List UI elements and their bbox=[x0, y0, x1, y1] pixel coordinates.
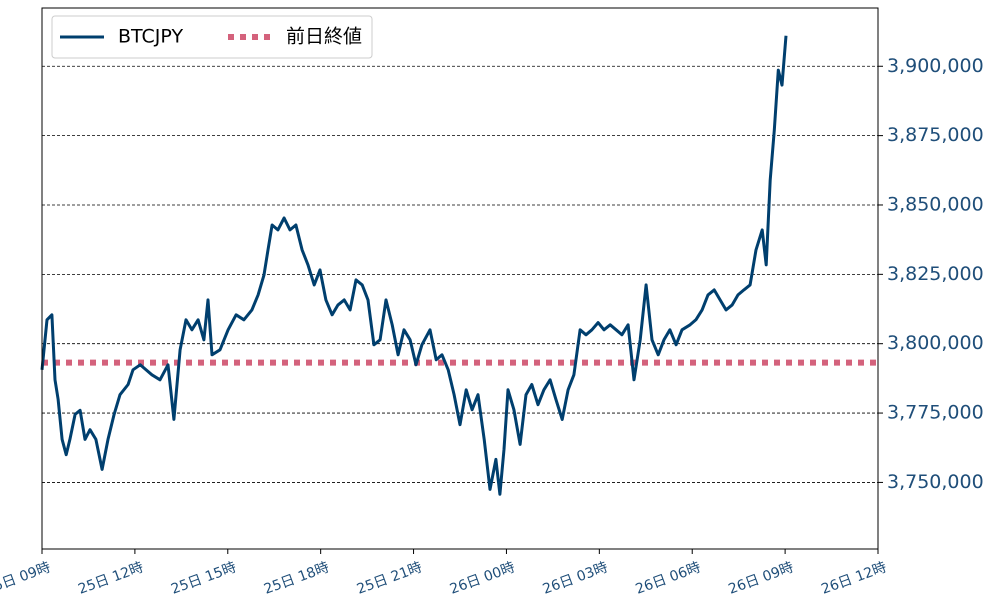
y-tick-label: 3,825,000 bbox=[887, 263, 984, 285]
legend-box bbox=[51, 15, 373, 59]
y-tick-label: 3,775,000 bbox=[887, 402, 984, 424]
x-tick-label: 26日 03時 bbox=[541, 559, 610, 597]
legend-label: 前日終値 bbox=[286, 26, 362, 48]
legend-label: BTCJPY bbox=[118, 26, 183, 48]
y-tick-label: 3,850,000 bbox=[887, 193, 984, 215]
y-tick-label: 3,750,000 bbox=[887, 471, 984, 493]
y-tick-label: 3,900,000 bbox=[887, 55, 984, 77]
legend: BTCJPY 前日終値 bbox=[51, 15, 373, 59]
y-tick-label: 3,800,000 bbox=[887, 332, 984, 354]
series-line bbox=[40, 35, 788, 496]
x-tick-label: 25日 12時 bbox=[76, 559, 145, 597]
y-tick-label: 3,875,000 bbox=[887, 124, 984, 146]
x-tick-label: 26日 06時 bbox=[633, 559, 702, 597]
x-tick-label: 25日 21時 bbox=[355, 559, 424, 597]
plot-frame bbox=[41, 7, 879, 550]
x-tick-label: 25日 15時 bbox=[169, 559, 238, 597]
x-tick-label: 26日 00時 bbox=[448, 559, 517, 597]
x-tick-label: 26日 12時 bbox=[819, 559, 888, 597]
x-tick-label: 25日 18時 bbox=[262, 559, 331, 597]
x-tick-label: 26日 09時 bbox=[726, 559, 795, 597]
x-tick-label: 25日 09時 bbox=[0, 559, 53, 597]
